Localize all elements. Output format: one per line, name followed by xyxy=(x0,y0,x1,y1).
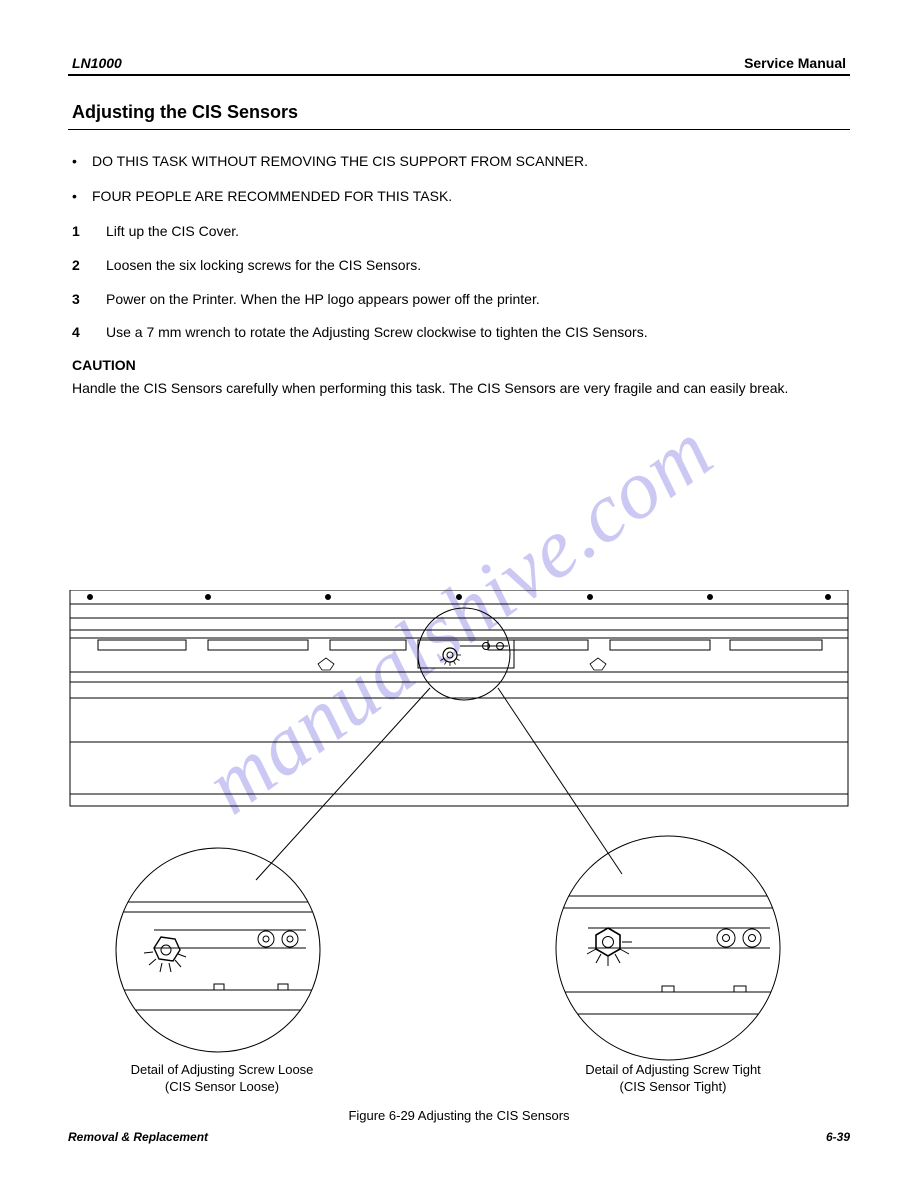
step-text: Lift up the CIS Cover. xyxy=(106,222,239,241)
step-item: 1 Lift up the CIS Cover. xyxy=(72,222,850,241)
detail-left-caption: Detail of Adjusting Screw Loose(CIS Sens… xyxy=(112,1062,332,1096)
bullet-item: • DO THIS TASK WITHOUT REMOVING THE CIS … xyxy=(72,152,850,171)
step-list: 1 Lift up the CIS Cover. 2 Loosen the si… xyxy=(68,222,850,343)
caution-text: Handle the CIS Sensors carefully when pe… xyxy=(72,379,850,398)
figure: Detail of Adjusting Screw Loose(CIS Sens… xyxy=(68,590,850,1070)
header-rule xyxy=(68,74,850,76)
detail-right-caption: Detail of Adjusting Screw Tight(CIS Sens… xyxy=(558,1062,788,1096)
bullet-text: FOUR PEOPLE ARE RECOMMENDED FOR THIS TAS… xyxy=(92,187,452,206)
step-text: Power on the Printer. When the HP logo a… xyxy=(106,290,540,309)
step-number: 1 xyxy=(72,222,106,241)
step-text: Loosen the six locking screws for the CI… xyxy=(106,256,421,275)
step-item: 2 Loosen the six locking screws for the … xyxy=(72,256,850,275)
bullet-text: DO THIS TASK WITHOUT REMOVING THE CIS SU… xyxy=(92,152,588,171)
bullet-marker: • xyxy=(72,152,92,171)
step-number: 2 xyxy=(72,256,106,275)
step-item: 4 Use a 7 mm wrench to rotate the Adjust… xyxy=(72,323,850,342)
bullet-item: • FOUR PEOPLE ARE RECOMMENDED FOR THIS T… xyxy=(72,187,850,206)
bullet-marker: • xyxy=(72,187,92,206)
step-item: 3 Power on the Printer. When the HP logo… xyxy=(72,290,850,309)
bullet-list: • DO THIS TASK WITHOUT REMOVING THE CIS … xyxy=(68,152,850,206)
page-header: LN1000 Service Manual xyxy=(68,55,850,71)
step-number: 3 xyxy=(72,290,106,309)
page-footer: Removal & Replacement 6-39 xyxy=(68,1130,850,1144)
footer-left: Removal & Replacement xyxy=(68,1130,208,1144)
manual-label: Service Manual xyxy=(744,55,846,71)
step-number: 4 xyxy=(72,323,106,342)
model-label: LN1000 xyxy=(72,55,122,71)
footer-right: 6-39 xyxy=(826,1130,850,1144)
section-title: Adjusting the CIS Sensors xyxy=(68,102,850,123)
section-rule xyxy=(68,129,850,130)
step-text: Use a 7 mm wrench to rotate the Adjustin… xyxy=(106,323,648,342)
figure-caption: Figure 6-29 Adjusting the CIS Sensors xyxy=(0,1108,918,1123)
figure-svg xyxy=(68,590,850,1070)
caution-block: CAUTION Handle the CIS Sensors carefully… xyxy=(68,357,850,398)
caution-label: CAUTION xyxy=(72,357,850,373)
